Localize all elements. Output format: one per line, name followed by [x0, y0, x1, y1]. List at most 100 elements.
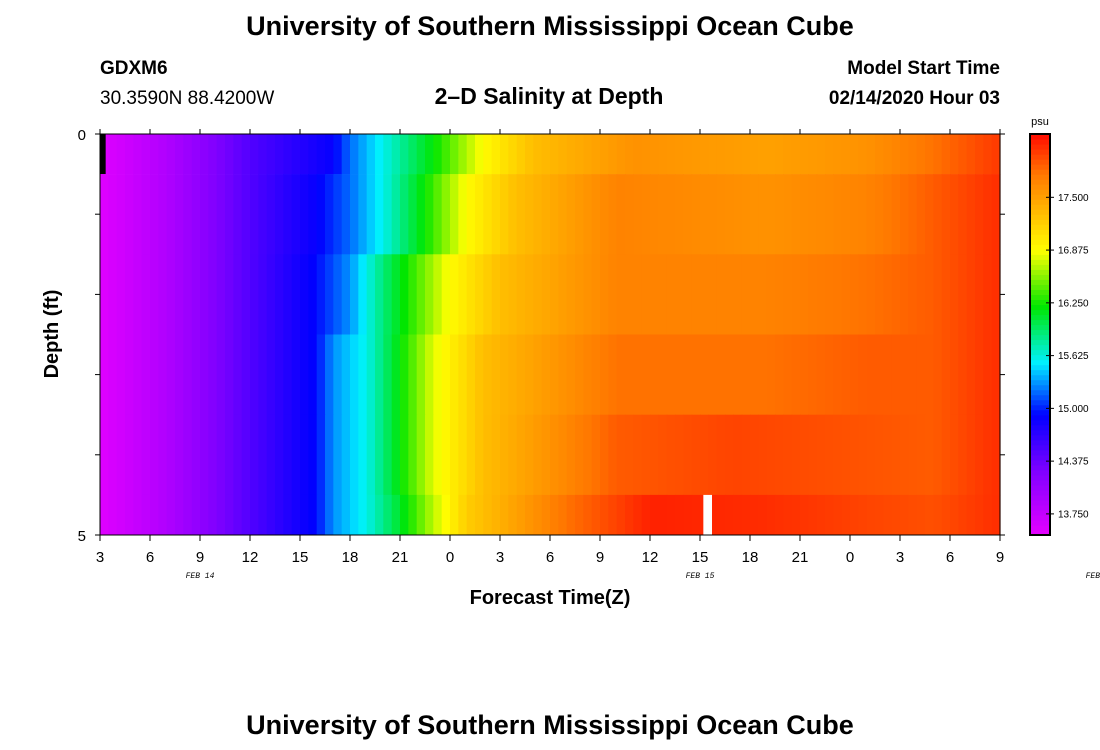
missing-data-marker — [100, 134, 106, 175]
x-tick-label: 12 — [242, 549, 259, 566]
heatmap-cell — [933, 134, 943, 175]
x-tick-label: 0 — [446, 549, 454, 566]
heatmap-cell — [575, 134, 584, 175]
heatmap-cell — [383, 134, 393, 175]
heatmap-cell — [175, 334, 184, 415]
heatmap-cell — [950, 494, 959, 536]
heatmap-cell — [891, 174, 901, 255]
heatmap-cell — [491, 254, 501, 335]
heatmap-cell — [908, 174, 918, 255]
heatmap-cell — [958, 134, 968, 175]
heatmap-cell — [333, 174, 343, 255]
colorbar-swatch — [1030, 344, 1050, 351]
heatmap-cell — [708, 334, 718, 415]
heatmap-cell — [841, 134, 851, 175]
colorbar-swatch — [1030, 374, 1050, 381]
heatmap-cell — [166, 494, 176, 536]
colorbar-swatch — [1030, 484, 1050, 491]
heatmap-cell — [358, 134, 368, 175]
heatmap-cell — [691, 254, 701, 335]
heatmap-cell — [566, 174, 576, 255]
heatmap-cell — [850, 334, 859, 415]
heatmap-cell — [933, 414, 943, 496]
heatmap-cell — [425, 174, 434, 255]
heatmap-cell — [358, 414, 368, 496]
heatmap-cell — [291, 494, 301, 536]
colorbar-swatch — [1030, 159, 1050, 165]
heatmap-cell — [125, 334, 134, 415]
heatmap-cell — [783, 414, 793, 496]
heatmap-cell — [866, 254, 876, 335]
heatmap-cell — [375, 334, 384, 415]
x-tick-label: 3 — [496, 549, 504, 566]
heatmap-cell — [566, 494, 576, 536]
colorbar-tick-label: 17.500 — [1058, 193, 1089, 204]
heatmap-cell — [508, 414, 518, 496]
heatmap-cell — [591, 334, 601, 415]
heatmap-cell — [475, 414, 484, 496]
heatmap-cell — [441, 254, 451, 335]
heatmap-cell — [516, 494, 526, 536]
heatmap-cell — [950, 254, 959, 335]
heatmap-cell — [675, 134, 684, 175]
heatmap-cell — [816, 174, 826, 255]
heatmap-cell — [408, 134, 418, 175]
colorbar-tick-label: 15.625 — [1058, 351, 1089, 362]
heatmap-cell — [116, 134, 126, 175]
heatmap-cell — [341, 174, 351, 255]
heatmap-cell — [500, 174, 509, 255]
heatmap-cell — [733, 174, 743, 255]
heatmap-cell — [650, 134, 659, 175]
heatmap-cell — [816, 414, 826, 496]
heatmap-cell — [375, 494, 384, 536]
heatmap-cell — [683, 254, 693, 335]
heatmap-cell — [583, 134, 593, 175]
heatmap-cell — [100, 254, 109, 335]
colorbar-swatch — [1030, 474, 1050, 481]
heatmap-cell — [266, 494, 276, 536]
colorbar-swatch — [1030, 504, 1050, 511]
colorbar-swatch — [1030, 309, 1050, 316]
heatmap-cell — [750, 134, 759, 175]
heatmap-cell — [183, 174, 193, 255]
heatmap-cell — [458, 254, 468, 335]
heatmap-cell — [250, 334, 259, 415]
heatmap-cell — [275, 254, 284, 335]
colorbar-swatch — [1030, 234, 1050, 240]
heatmap-cell — [966, 254, 976, 335]
heatmap-cell — [883, 414, 893, 496]
heatmap-cell — [975, 334, 984, 415]
heatmap-cell — [183, 254, 193, 335]
heatmap-cell — [333, 414, 343, 496]
heatmap-cell — [533, 494, 543, 536]
heatmap-cell — [158, 414, 168, 496]
heatmap-cell — [433, 494, 443, 536]
heatmap-cell — [925, 494, 934, 536]
heatmap-cell — [166, 254, 176, 335]
heatmap-cell — [208, 254, 218, 335]
heatmap-cell — [441, 494, 451, 536]
heatmap-cell — [883, 174, 893, 255]
heatmap-cell — [600, 174, 609, 255]
heatmap-cell — [133, 134, 143, 175]
heatmap-cell — [116, 174, 126, 255]
heatmap-cell — [966, 414, 976, 496]
heatmap-cell — [816, 254, 826, 335]
heatmap-cell — [775, 254, 784, 335]
heatmap-cell — [525, 334, 534, 415]
heatmap-cell — [241, 414, 251, 496]
heatmap-cell — [100, 414, 109, 496]
heatmap-cell — [500, 254, 509, 335]
heatmap-cell — [483, 134, 493, 175]
heatmap-cell — [575, 334, 584, 415]
heatmap-cell — [483, 174, 493, 255]
heatmap-cell — [883, 134, 893, 175]
heatmap-cell — [925, 334, 934, 415]
heatmap-cell — [825, 494, 834, 536]
heatmap-cell — [441, 174, 451, 255]
heatmap-cell — [150, 254, 159, 335]
heatmap-cell — [716, 414, 726, 496]
heatmap-cell — [675, 494, 684, 536]
heatmap-cell — [450, 414, 459, 496]
heatmap-cell — [375, 134, 384, 175]
